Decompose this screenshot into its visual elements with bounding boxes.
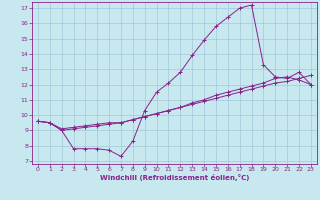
X-axis label: Windchill (Refroidissement éolien,°C): Windchill (Refroidissement éolien,°C) — [100, 174, 249, 181]
